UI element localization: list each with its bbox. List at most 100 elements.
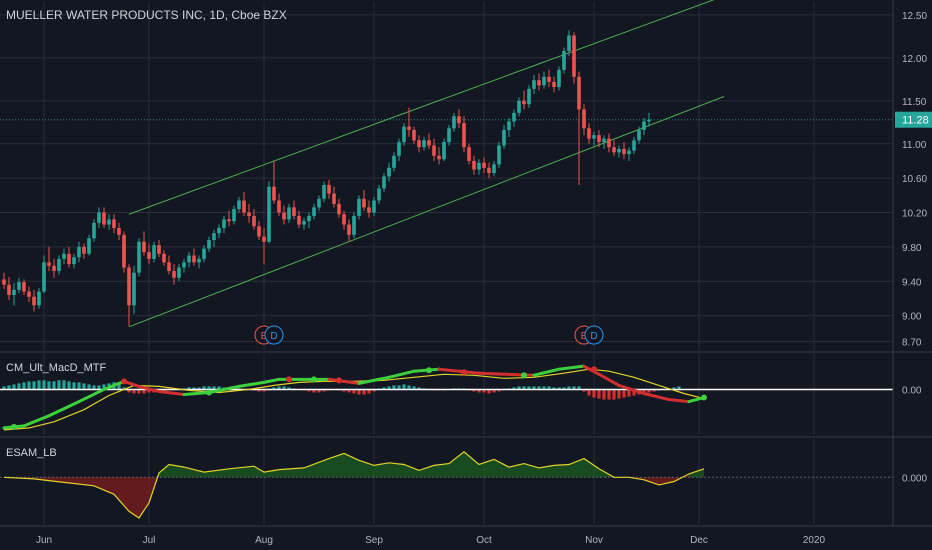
candle-body[interactable] (272, 186, 276, 201)
candle-body[interactable] (112, 219, 116, 228)
candle-body[interactable] (327, 185, 331, 194)
candle-body[interactable] (137, 241, 141, 273)
candle-body[interactable] (267, 186, 271, 242)
candle-body[interactable] (177, 267, 181, 278)
candle-body[interactable] (647, 119, 651, 122)
candle-body[interactable] (507, 121, 511, 131)
candle-body[interactable] (392, 155, 396, 168)
candle-body[interactable] (637, 130, 641, 141)
candle-body[interactable] (192, 255, 196, 263)
candle-body[interactable] (87, 238, 91, 254)
candle-body[interactable] (37, 291, 41, 306)
candle-body[interactable] (77, 246, 81, 258)
candle-body[interactable] (167, 262, 171, 271)
candle-body[interactable] (82, 246, 86, 254)
candle-body[interactable] (577, 76, 581, 110)
candle-body[interactable] (537, 80, 541, 86)
candle-body[interactable] (247, 212, 251, 216)
candle-body[interactable] (502, 130, 506, 146)
candle-body[interactable] (212, 233, 216, 241)
candle-body[interactable] (542, 76, 546, 86)
candle-body[interactable] (127, 267, 131, 306)
candle-body[interactable] (467, 147, 471, 161)
candle-body[interactable] (252, 215, 256, 227)
candle-body[interactable] (237, 200, 241, 210)
esam-pane[interactable]: 0.000 (0, 439, 927, 524)
candle-body[interactable] (187, 255, 191, 263)
candle-body[interactable] (442, 142, 446, 160)
candle-body[interactable] (457, 116, 461, 124)
candle-body[interactable] (372, 200, 376, 213)
candle-body[interactable] (447, 128, 451, 143)
candle-body[interactable] (567, 35, 571, 51)
candle-body[interactable] (497, 145, 501, 165)
channel-line[interactable] (128, 0, 724, 215)
candle-body[interactable] (572, 35, 576, 77)
candle-body[interactable] (512, 112, 516, 122)
candle-body[interactable] (582, 109, 586, 129)
candle-body[interactable] (142, 241, 146, 253)
candle-body[interactable] (62, 253, 66, 259)
candle-body[interactable] (242, 200, 246, 213)
candle-body[interactable] (552, 81, 556, 88)
candle-body[interactable] (172, 270, 176, 278)
candle-body[interactable] (287, 207, 291, 220)
candle-body[interactable] (357, 198, 361, 216)
candle-body[interactable] (402, 126, 406, 143)
candle-body[interactable] (162, 253, 166, 263)
candle-body[interactable] (52, 265, 56, 271)
candle-body[interactable] (262, 236, 266, 242)
dividend-marker[interactable]: D (264, 325, 284, 345)
candle-body[interactable] (382, 176, 386, 189)
candle-body[interactable] (352, 215, 356, 235)
candle-body[interactable] (622, 148, 626, 155)
candle-body[interactable] (47, 262, 51, 266)
candle-body[interactable] (302, 221, 306, 225)
candle-body[interactable] (587, 128, 591, 139)
channel-line[interactable] (128, 96, 725, 328)
candle-body[interactable] (202, 248, 206, 259)
candle-body[interactable] (282, 212, 286, 220)
candle-body[interactable] (97, 212, 101, 223)
candle-body[interactable] (462, 123, 466, 148)
candle-body[interactable] (602, 138, 606, 143)
candle-body[interactable] (477, 162, 481, 170)
candle-body[interactable] (307, 215, 311, 222)
candle-body[interactable] (417, 140, 421, 148)
candle-body[interactable] (492, 164, 496, 173)
candle-body[interactable] (207, 240, 211, 249)
candle-body[interactable] (107, 219, 111, 225)
candle-body[interactable] (147, 252, 151, 259)
candle-body[interactable] (332, 193, 336, 204)
candle-body[interactable] (452, 116, 456, 129)
candle-body[interactable] (72, 257, 76, 265)
candle-body[interactable] (597, 135, 601, 143)
candle-body[interactable] (222, 219, 226, 228)
candle-body[interactable] (547, 76, 551, 82)
candle-body[interactable] (387, 167, 391, 177)
candle-body[interactable] (517, 100, 521, 113)
macd-axis[interactable]: 0.00 (902, 385, 922, 396)
esam-axis[interactable]: 0.000 (902, 473, 927, 484)
candle-body[interactable] (117, 227, 121, 235)
candle-body[interactable] (12, 289, 16, 296)
candle-body[interactable] (67, 253, 71, 265)
candle-body[interactable] (617, 148, 621, 153)
candle-body[interactable] (347, 224, 351, 235)
candle-body[interactable] (367, 207, 371, 213)
candle-body[interactable] (217, 227, 221, 234)
candle-body[interactable] (102, 212, 106, 225)
candle-body[interactable] (397, 142, 401, 156)
candle-body[interactable] (482, 162, 486, 168)
dividend-marker[interactable]: D (584, 325, 604, 345)
candle-body[interactable] (17, 282, 21, 290)
candle-body[interactable] (362, 198, 366, 208)
candle-body[interactable] (132, 272, 136, 306)
candle-body[interactable] (22, 282, 26, 292)
candle-body[interactable] (342, 214, 346, 225)
candle-body[interactable] (42, 262, 46, 292)
candle-body[interactable] (527, 88, 531, 105)
candle-body[interactable] (297, 215, 301, 225)
candle-body[interactable] (562, 50, 566, 70)
